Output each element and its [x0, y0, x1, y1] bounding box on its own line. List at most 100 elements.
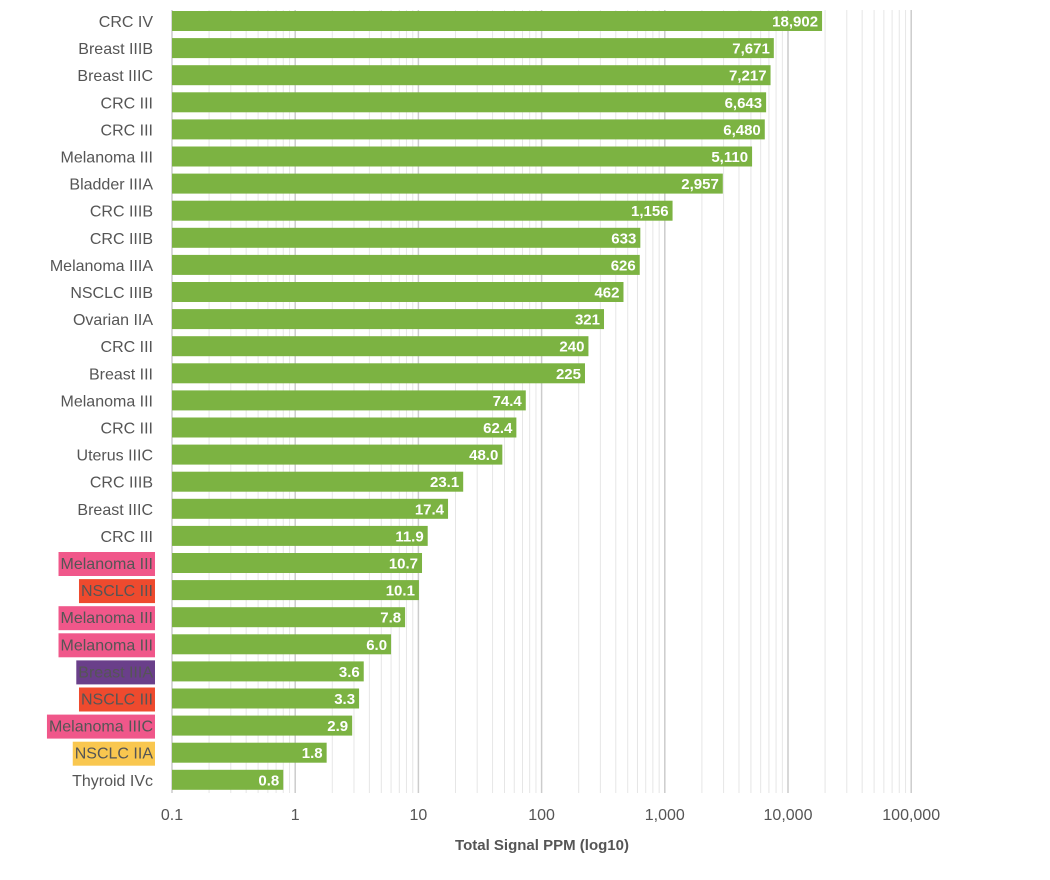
category-label: Breast IIIC — [77, 68, 153, 85]
x-tick-label: 1,000 — [645, 807, 685, 824]
data-label: 48.0 — [469, 447, 498, 464]
data-label: 3.6 — [339, 664, 360, 681]
data-label: 1.8 — [302, 745, 323, 762]
x-axis-title: Total Signal PPM (log10) — [455, 837, 629, 854]
x-tick-label: 10 — [410, 807, 428, 824]
category-highlight — [78, 579, 155, 604]
data-label: 626 — [611, 257, 636, 274]
bar — [172, 742, 327, 763]
bar — [172, 471, 464, 492]
x-tick-labels: 0.1 1 10 100 1,000 10,000 100,000 — [161, 807, 940, 824]
category-label: Thyroid IVc — [72, 773, 153, 790]
bar — [172, 553, 423, 573]
bar — [172, 173, 723, 194]
data-label: 0.8 — [258, 772, 279, 789]
data-label: 7,671 — [732, 41, 770, 58]
data-label: 10.7 — [389, 556, 418, 573]
category-label: Uterus IIIC — [77, 448, 153, 465]
data-label: 10.1 — [386, 583, 415, 600]
bar — [172, 715, 353, 736]
category-highlight — [78, 687, 155, 712]
x-tick-label: 0.1 — [161, 807, 183, 824]
bar — [172, 607, 406, 628]
bar — [172, 363, 585, 384]
category-label: Melanoma IIIC — [49, 719, 153, 736]
bar — [172, 227, 641, 248]
bar — [172, 417, 517, 438]
category-highlight — [58, 552, 155, 576]
data-label: 62.4 — [483, 420, 513, 437]
category-label: Bladder IIIA — [69, 177, 153, 194]
x-tick-label: 100 — [528, 807, 555, 824]
category-label: Breast IIIB — [78, 41, 153, 58]
x-tick-label: 10,000 — [764, 807, 813, 824]
data-label: 5,110 — [711, 149, 748, 166]
bar — [172, 498, 449, 519]
category-label: Melanoma III — [61, 610, 153, 627]
data-label: 7.8 — [380, 610, 401, 627]
data-label: 240 — [559, 339, 584, 356]
data-label: 633 — [611, 230, 636, 247]
category-label: Melanoma IIIA — [50, 258, 153, 275]
bar — [172, 254, 640, 275]
data-label: 321 — [575, 312, 600, 329]
category-highlight — [58, 633, 155, 658]
category-label: CRC III — [101, 339, 153, 356]
data-label: 74.4 — [493, 393, 523, 410]
bar — [172, 11, 823, 31]
category-label: Breast III — [89, 366, 153, 383]
category-label: Ovarian IIA — [73, 312, 153, 329]
category-label: CRC III — [101, 122, 153, 139]
bar — [172, 119, 765, 140]
category-label: NSCLC IIIB — [70, 285, 153, 302]
bar — [172, 92, 767, 113]
category-label: CRC IIIB — [90, 475, 153, 492]
category-label: CRC IIIB — [90, 231, 153, 248]
x-tick-label: 1 — [291, 807, 300, 824]
data-label: 225 — [556, 366, 581, 383]
category-highlight — [76, 660, 155, 685]
data-label: 2.9 — [327, 718, 348, 735]
data-label: 6,480 — [723, 122, 761, 139]
data-label: 3.3 — [334, 691, 355, 708]
category-label: Breast IIIC — [77, 502, 153, 519]
category-highlight — [58, 606, 155, 631]
category-label: CRC IIIB — [90, 204, 153, 221]
bar — [172, 661, 364, 682]
bar — [172, 336, 589, 357]
data-label: 6,643 — [725, 95, 763, 112]
data-label: 2,957 — [681, 176, 719, 193]
data-label: 23.1 — [430, 474, 459, 491]
bar — [172, 309, 605, 330]
x-tick-label: 100,000 — [882, 807, 940, 824]
bar — [172, 769, 284, 790]
bar — [172, 200, 673, 221]
category-label: Melanoma III — [61, 393, 153, 410]
data-label: 7,217 — [729, 68, 767, 85]
category-label: Melanoma III — [61, 637, 153, 654]
category-label: CRC III — [101, 529, 153, 546]
category-labels: CRC IV Breast IIIB Breast IIIC CRC III CRC I… — [46, 14, 155, 790]
bar — [172, 390, 526, 411]
data-label: 17.4 — [415, 501, 445, 518]
data-label: 18,902 — [772, 14, 818, 31]
category-label: Melanoma III — [61, 556, 153, 573]
data-label: 1,156 — [631, 203, 669, 220]
category-label: CRC IV — [99, 14, 154, 31]
bar — [172, 65, 771, 86]
bar — [172, 282, 624, 302]
bar — [172, 634, 392, 655]
bar — [172, 444, 503, 465]
category-highlight — [72, 741, 155, 766]
data-label: 11.9 — [395, 528, 423, 545]
data-label: 462 — [594, 285, 619, 302]
category-label: NSCLC IIA — [75, 746, 154, 763]
category-label: Melanoma III — [61, 150, 153, 167]
bar — [172, 38, 774, 59]
category-highlight — [46, 714, 155, 739]
category-label: NSCLC III — [81, 583, 153, 600]
bar — [172, 580, 419, 601]
category-label: NSCLC III — [81, 692, 153, 709]
